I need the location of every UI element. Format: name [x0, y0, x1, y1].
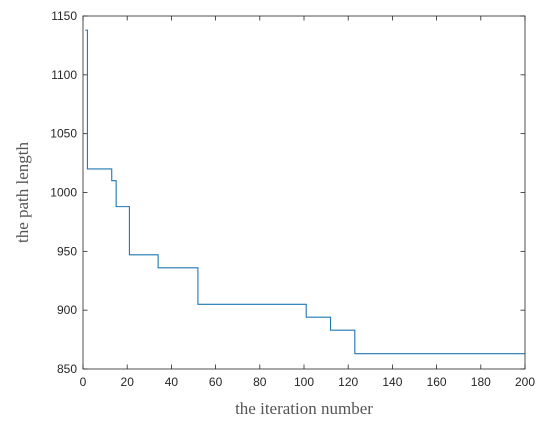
- y-tick-label: 1000: [50, 186, 77, 200]
- plot-frame: [82, 15, 526, 370]
- x-tick-label: 80: [253, 375, 267, 389]
- x-axis-ticks: 0 20 40 60 80 100 120 140 160 180 200: [80, 16, 535, 389]
- y-axis-ticks: 850 900 950 1000 1050 1100 1150: [50, 9, 525, 376]
- y-tick-label: 1100: [51, 68, 77, 82]
- y-tick-label: 1050: [50, 127, 77, 141]
- x-tick-label: 40: [165, 375, 179, 389]
- y-tick-label: 900: [57, 303, 77, 317]
- y-tick-label: 950: [57, 244, 77, 258]
- x-tick-label: 200: [515, 375, 535, 389]
- x-tick-label: 140: [382, 375, 402, 389]
- y-axis-label: the path length: [13, 141, 32, 243]
- x-tick-label: 20: [121, 375, 135, 389]
- y-tick-label: 850: [57, 362, 77, 376]
- x-tick-label: 100: [294, 375, 314, 389]
- series-line: [85, 29, 525, 355]
- x-axis-label: the iteration number: [235, 399, 373, 418]
- x-tick-label: 180: [471, 375, 491, 389]
- x-tick-label: 160: [427, 375, 447, 389]
- y-tick-label: 1150: [51, 9, 77, 23]
- plot-area: [83, 16, 525, 369]
- x-tick-label: 120: [338, 375, 358, 389]
- x-tick-label: 0: [80, 375, 87, 389]
- x-tick-label: 60: [209, 375, 223, 389]
